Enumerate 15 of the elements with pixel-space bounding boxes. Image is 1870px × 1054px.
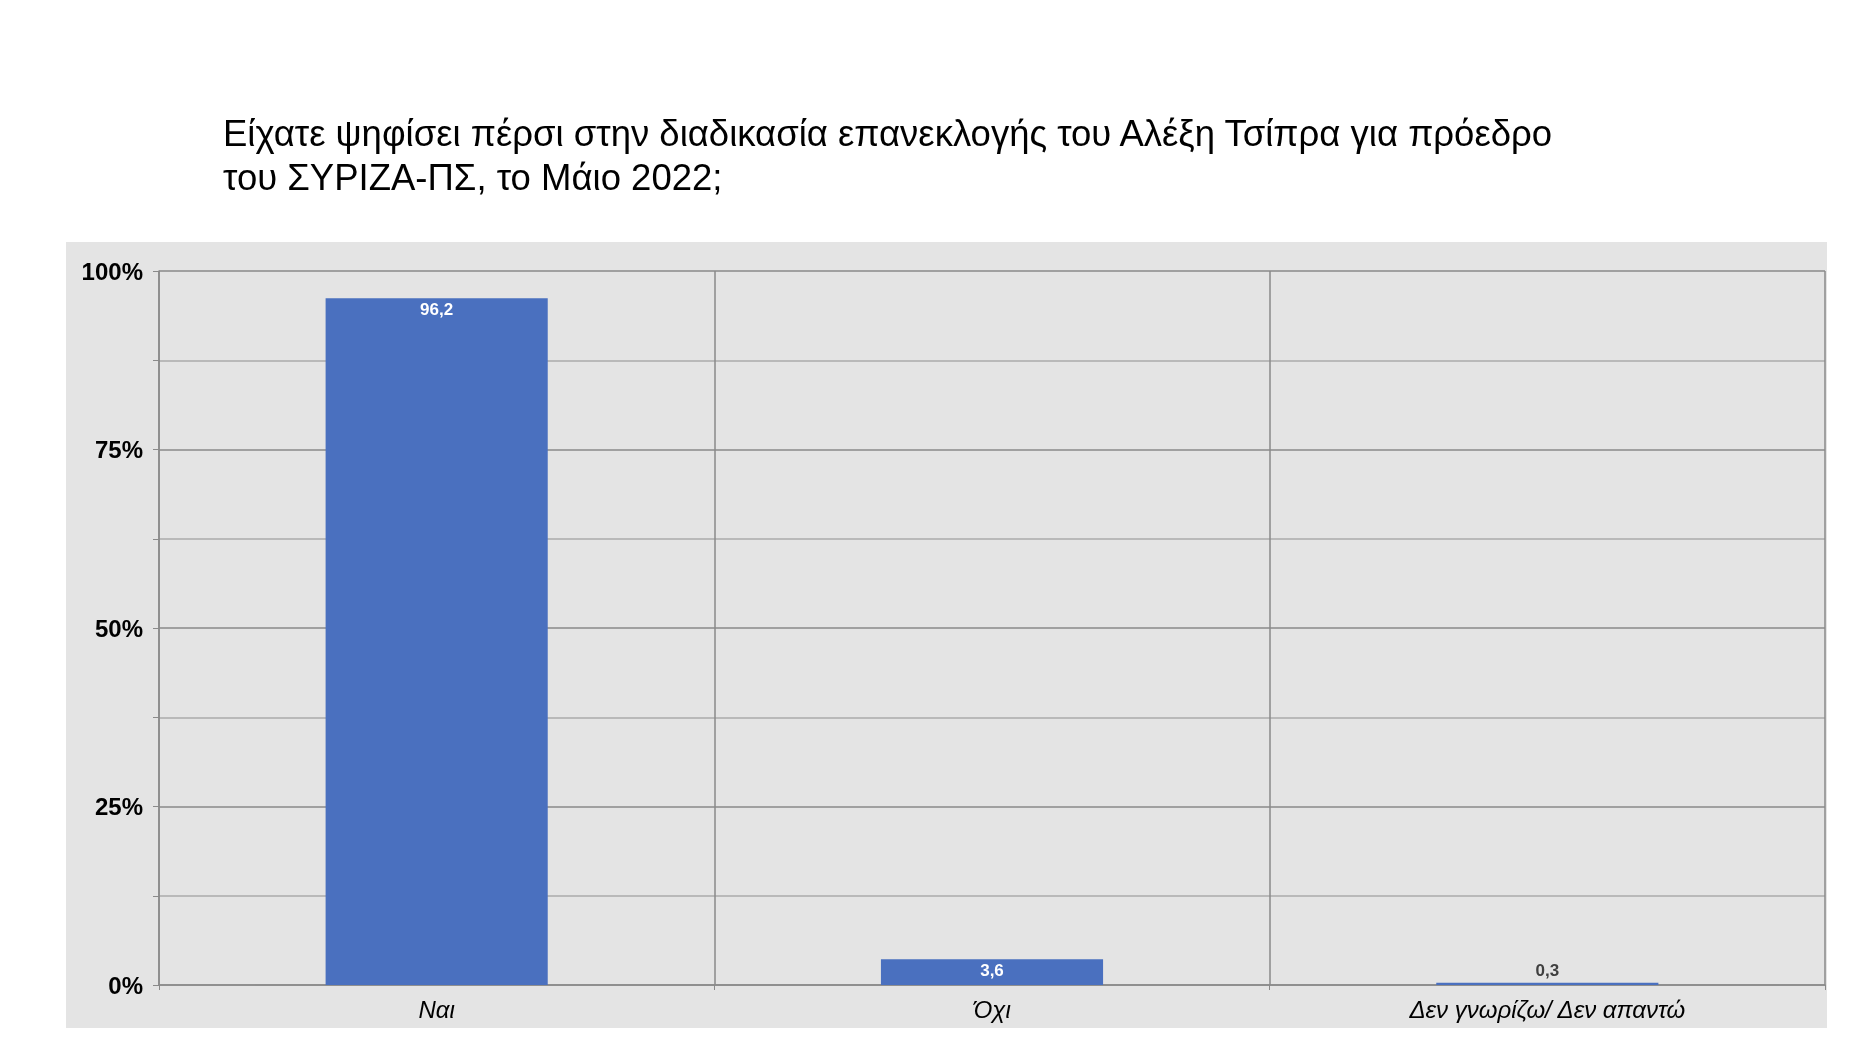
x-tick-label: Ναι (418, 995, 455, 1023)
bar (1436, 982, 1659, 985)
x-tick-label: Όχι (972, 995, 1011, 1023)
y-tick-label: 25% (94, 793, 143, 820)
data-label: 96,2 (420, 300, 454, 320)
chart-title: Είχατε ψηφίσει πέρσι στην διαδικασία επανεκλογής του Αλέξη Τσίπρα για πρόεδρο του ΣΥΡΙΖΑ-ΠΣ, το Μάιο 2022; (223, 112, 1554, 200)
bar (325, 298, 548, 985)
x-tick-label: Δεν γνωρίζω/ Δεν απαντώ (1408, 995, 1686, 1023)
data-label: 0,3 (1535, 960, 1560, 980)
data-label: 3,6 (980, 961, 1004, 981)
y-tick-label: 100% (81, 257, 143, 285)
bar (880, 959, 1104, 985)
y-tick-label: 0% (108, 971, 143, 999)
y-tick-label: 75% (94, 436, 143, 463)
y-tick-label: 50% (94, 614, 143, 642)
